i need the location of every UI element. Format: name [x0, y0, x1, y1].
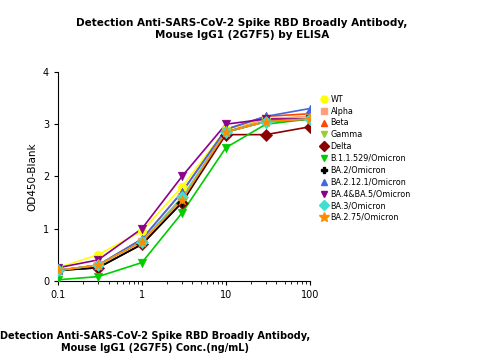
Point [138, 236, 146, 242]
Point [94, 257, 102, 263]
Point [306, 124, 314, 130]
Point [262, 132, 270, 138]
Point [222, 127, 230, 132]
Point [54, 267, 62, 273]
Point [262, 119, 270, 125]
Point [94, 265, 102, 271]
Point [94, 262, 102, 268]
Point [306, 113, 314, 119]
Point [262, 121, 270, 127]
Text: Detection Anti-SARS-CoV-2 Spike RBD Broadly Antibody,
Mouse IgG1 (2G7F5) by ELIS: Detection Anti-SARS-CoV-2 Spike RBD Broa… [76, 18, 408, 40]
Point [222, 127, 230, 132]
Point [222, 129, 230, 135]
Point [138, 260, 146, 265]
Point [222, 145, 230, 150]
Point [54, 265, 62, 271]
Point [306, 116, 314, 122]
Point [54, 267, 62, 273]
Point [262, 116, 270, 122]
Point [54, 267, 62, 273]
Point [262, 116, 270, 122]
Point [138, 239, 146, 244]
Point [138, 236, 146, 242]
Point [178, 199, 186, 205]
Point [262, 113, 270, 119]
Point [94, 274, 102, 279]
Point [262, 119, 270, 125]
Point [306, 113, 314, 119]
Point [262, 119, 270, 125]
Point [306, 116, 314, 122]
Point [94, 265, 102, 271]
Point [54, 267, 62, 273]
Point [222, 129, 230, 135]
Point [306, 106, 314, 112]
Point [262, 119, 270, 125]
Point [94, 262, 102, 268]
Point [178, 189, 186, 195]
Point [306, 116, 314, 122]
Point [94, 262, 102, 268]
Point [138, 239, 146, 244]
Point [306, 116, 314, 122]
Point [138, 226, 146, 231]
Point [54, 265, 62, 271]
Point [178, 194, 186, 200]
Point [94, 252, 102, 258]
Point [306, 111, 314, 117]
Point [222, 129, 230, 135]
Point [138, 241, 146, 247]
Point [306, 116, 314, 122]
Point [138, 228, 146, 234]
Point [94, 262, 102, 268]
Point [222, 127, 230, 132]
Point [54, 267, 62, 273]
Point [54, 277, 62, 283]
Point [138, 241, 146, 247]
Legend: WT, Alpha, Beta, Gamma, Delta, B.1.1.529/Omicron, BA.2/Omicron, BA.2.12.1/Omicro: WT, Alpha, Beta, Gamma, Delta, B.1.1.529… [321, 95, 411, 222]
Point [178, 194, 186, 200]
Point [306, 116, 314, 122]
Point [54, 267, 62, 273]
Point [94, 262, 102, 268]
Point [262, 116, 270, 122]
Point [138, 241, 146, 247]
Point [178, 189, 186, 195]
Point [222, 132, 230, 138]
Point [222, 129, 230, 135]
Y-axis label: OD450-Blank: OD450-Blank [27, 142, 37, 211]
Point [138, 239, 146, 244]
Point [222, 121, 230, 127]
Point [54, 267, 62, 273]
Point [178, 174, 186, 179]
Point [262, 113, 270, 119]
Point [94, 265, 102, 271]
Point [178, 199, 186, 205]
Point [178, 197, 186, 203]
Point [178, 210, 186, 216]
Text: Detection Anti-SARS-CoV-2 Spike RBD Broadly Antibody,
Mouse IgG1 (2G7F5) Conc.(n: Detection Anti-SARS-CoV-2 Spike RBD Broa… [0, 331, 310, 353]
Point [54, 267, 62, 273]
Point [178, 199, 186, 205]
Point [178, 184, 186, 190]
Point [222, 129, 230, 135]
